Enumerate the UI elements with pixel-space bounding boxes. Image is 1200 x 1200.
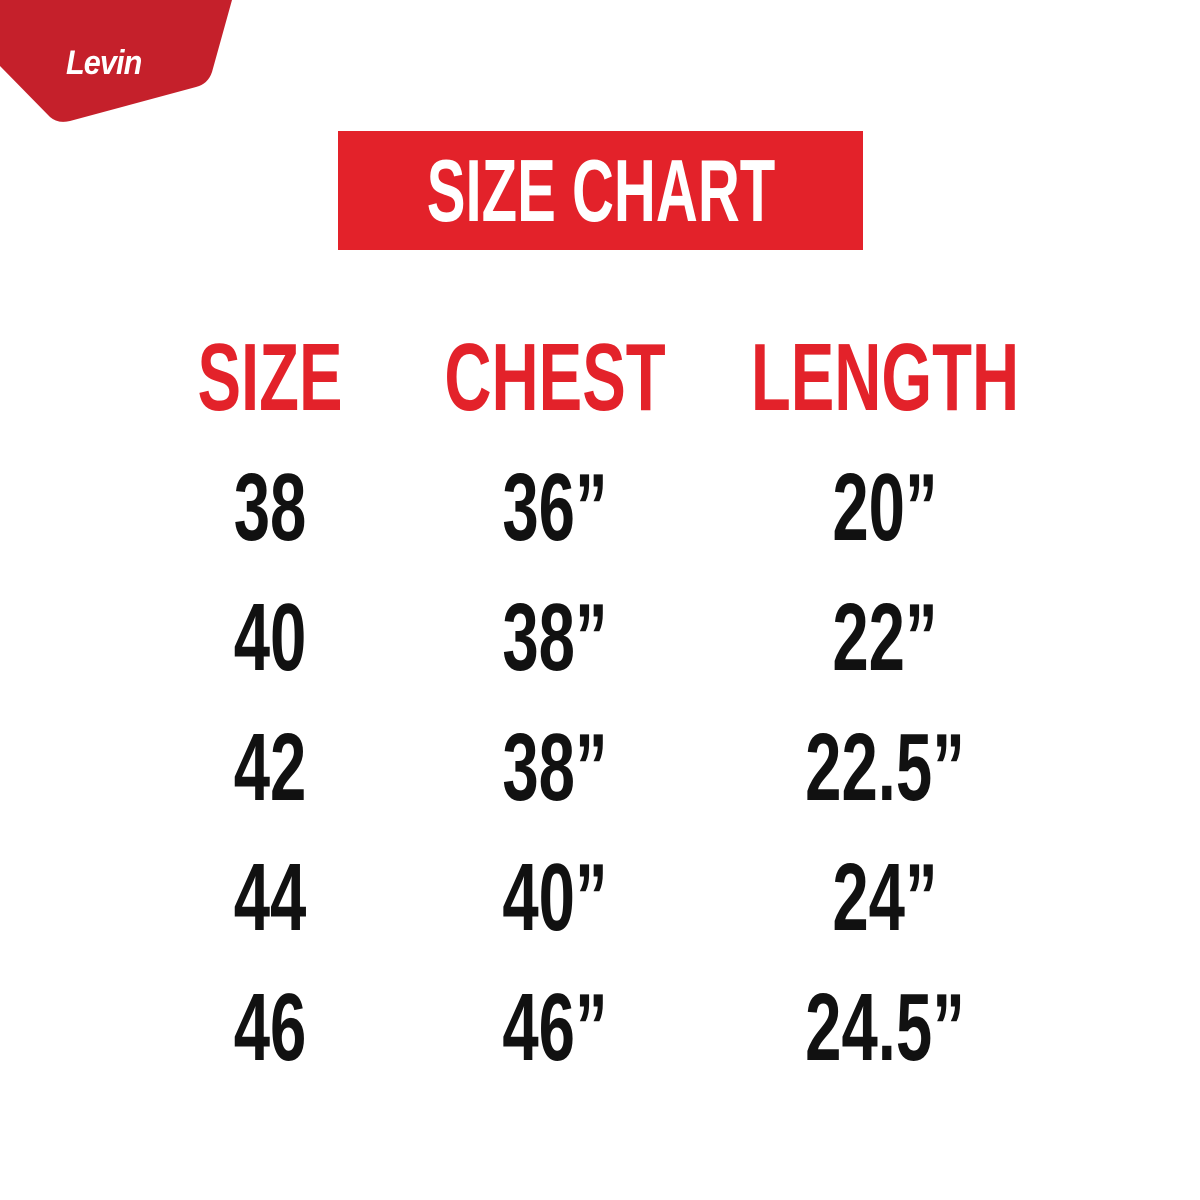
chest-value: 36” — [502, 454, 608, 561]
brand-logo: Levin — [0, 0, 240, 130]
size-value: 46 — [233, 974, 307, 1081]
size-value: 40 — [233, 584, 307, 691]
length-value: 24.5” — [805, 974, 965, 1081]
length-value: 20” — [832, 454, 938, 561]
header-chest: CHEST — [444, 324, 666, 431]
header-length: LENGTH — [750, 324, 1020, 431]
size-value: 42 — [233, 714, 307, 821]
logo-badge-shape — [0, 0, 232, 122]
size-value: 44 — [233, 844, 307, 951]
chest-value: 38” — [502, 584, 608, 691]
length-value: 22” — [832, 584, 938, 691]
size-value: 38 — [233, 454, 307, 561]
page-title: SIZE CHART — [426, 140, 775, 240]
chest-value: 40” — [502, 844, 608, 951]
chest-value: 38” — [502, 714, 608, 821]
length-value: 24” — [832, 844, 938, 951]
title-banner: SIZE CHART — [338, 131, 863, 250]
length-value: 22.5” — [805, 714, 965, 821]
logo-text: Levin — [66, 44, 142, 82]
chest-value: 46” — [502, 974, 608, 1081]
header-size: SIZE — [197, 324, 343, 431]
